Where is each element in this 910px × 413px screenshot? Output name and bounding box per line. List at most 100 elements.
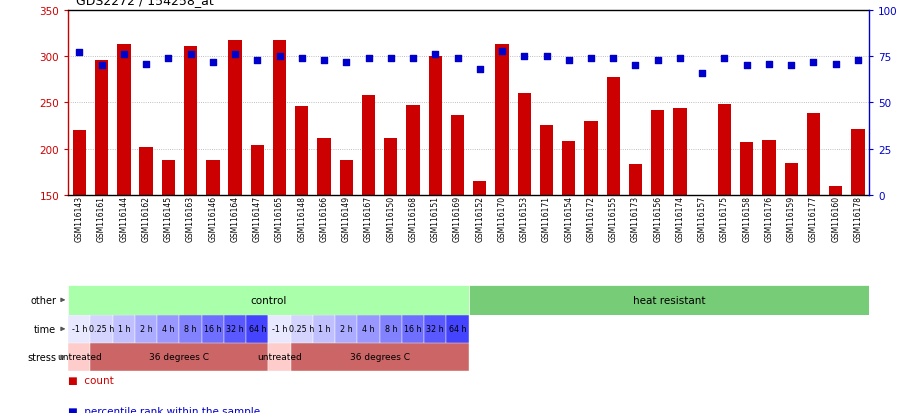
Bar [68, 315, 90, 343]
Text: 16 h: 16 h [404, 325, 422, 334]
Text: GSM116157: GSM116157 [698, 195, 707, 242]
Text: -1 h: -1 h [72, 325, 87, 334]
Bar [90, 343, 268, 371]
Text: GSM116175: GSM116175 [720, 195, 729, 242]
Bar [362, 96, 375, 195]
Text: 0.25 h: 0.25 h [89, 325, 115, 334]
Text: GSM116164: GSM116164 [230, 195, 239, 242]
Text: GSM116174: GSM116174 [675, 195, 684, 242]
Bar [629, 165, 642, 195]
Text: GSM116153: GSM116153 [520, 195, 529, 242]
Bar [718, 105, 731, 195]
Point [740, 63, 754, 69]
Bar [851, 130, 864, 195]
Point [606, 55, 621, 62]
Bar [157, 315, 179, 343]
Point [272, 54, 287, 60]
Text: ■  percentile rank within the sample: ■ percentile rank within the sample [68, 406, 260, 413]
Bar [68, 285, 469, 315]
Text: 32 h: 32 h [227, 325, 244, 334]
Text: GSM116173: GSM116173 [631, 195, 640, 242]
Text: 2 h: 2 h [140, 325, 152, 334]
Text: GSM116150: GSM116150 [386, 195, 395, 242]
Bar [673, 109, 687, 195]
Text: GSM116165: GSM116165 [275, 195, 284, 242]
Text: 64 h: 64 h [248, 325, 266, 334]
Bar [113, 315, 135, 343]
Text: GSM116148: GSM116148 [298, 195, 307, 241]
Text: GSM116166: GSM116166 [319, 195, 329, 242]
Bar [68, 343, 90, 371]
Bar [207, 160, 219, 195]
Bar [740, 143, 753, 195]
Point [428, 52, 442, 58]
Bar [228, 41, 242, 195]
Point [806, 59, 821, 66]
Bar [335, 315, 358, 343]
Bar [179, 315, 202, 343]
Point [450, 55, 465, 62]
Point [472, 66, 487, 73]
Text: untreated: untreated [258, 353, 302, 361]
Point [139, 61, 154, 68]
Text: GSM116178: GSM116178 [854, 195, 863, 241]
Text: 1 h: 1 h [318, 325, 330, 334]
Text: 8 h: 8 h [185, 325, 197, 334]
Text: control: control [250, 295, 287, 305]
Text: GSM116162: GSM116162 [142, 195, 151, 241]
Text: GSM116155: GSM116155 [609, 195, 618, 242]
Text: GSM116145: GSM116145 [164, 195, 173, 242]
Point [183, 52, 197, 58]
Bar [402, 315, 424, 343]
Text: GSM116177: GSM116177 [809, 195, 818, 242]
Bar [407, 106, 420, 195]
Text: GSM116152: GSM116152 [475, 195, 484, 241]
Text: time: time [34, 324, 56, 334]
Bar [450, 116, 464, 195]
Bar [473, 182, 487, 195]
Point [672, 55, 687, 62]
Text: GSM116172: GSM116172 [586, 195, 595, 241]
Text: 2 h: 2 h [340, 325, 352, 334]
Text: GSM116158: GSM116158 [743, 195, 752, 241]
Bar [247, 315, 268, 343]
Text: -1 h: -1 h [272, 325, 288, 334]
Text: GSM116167: GSM116167 [364, 195, 373, 242]
Bar [117, 45, 130, 195]
Point [495, 48, 510, 55]
Point [206, 59, 220, 66]
Bar [784, 164, 798, 195]
Text: GSM116143: GSM116143 [75, 195, 84, 242]
Bar [273, 41, 287, 195]
Text: 36 degrees C: 36 degrees C [149, 353, 209, 361]
Point [762, 61, 776, 68]
Point [717, 55, 732, 62]
Bar [540, 126, 553, 195]
Text: GSM116168: GSM116168 [409, 195, 418, 241]
Bar [424, 315, 447, 343]
Bar [313, 315, 335, 343]
Point [383, 55, 398, 62]
Text: GSM116156: GSM116156 [653, 195, 662, 242]
Bar [268, 315, 290, 343]
Text: 64 h: 64 h [449, 325, 466, 334]
Bar [184, 47, 197, 195]
Point [628, 63, 642, 69]
Bar [73, 131, 86, 195]
Point [784, 63, 798, 69]
Bar [607, 78, 620, 195]
Bar [95, 61, 108, 195]
Text: ■  count: ■ count [68, 375, 114, 385]
Point [228, 52, 242, 58]
Bar [268, 343, 290, 371]
Text: 0.25 h: 0.25 h [289, 325, 315, 334]
Text: GSM116160: GSM116160 [831, 195, 840, 242]
Text: 36 degrees C: 36 degrees C [349, 353, 410, 361]
Bar [135, 315, 157, 343]
Bar [139, 147, 153, 195]
Point [339, 59, 354, 66]
Text: GSM116171: GSM116171 [542, 195, 551, 241]
Bar [290, 315, 313, 343]
Text: GSM116161: GSM116161 [97, 195, 106, 241]
Bar [807, 114, 820, 195]
